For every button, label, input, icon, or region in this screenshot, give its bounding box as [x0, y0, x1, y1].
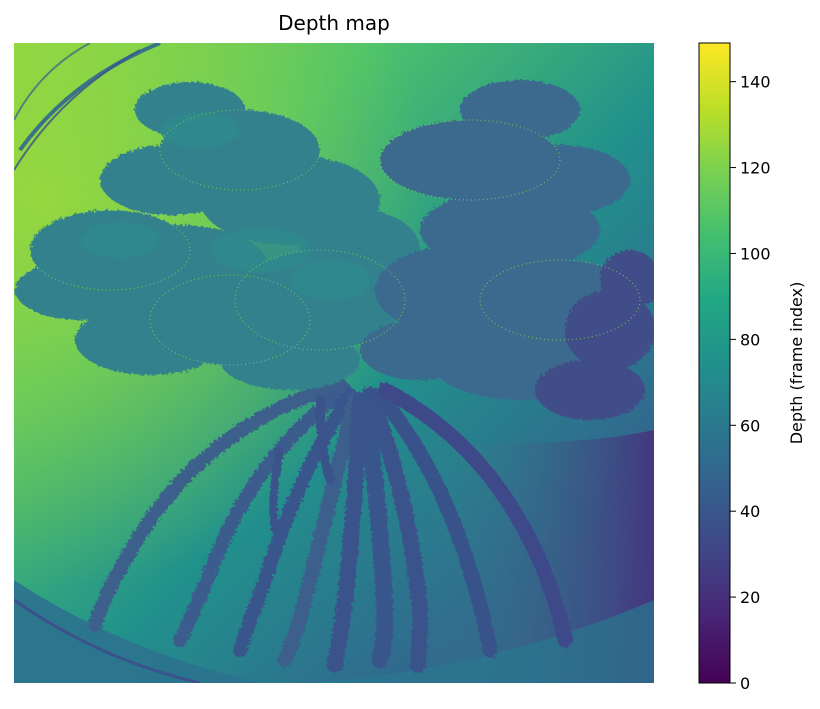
chart-title: Depth map [278, 11, 390, 35]
colorbar-label: Depth (frame index) [787, 282, 806, 445]
colorbar-tick-label: 120 [740, 159, 771, 178]
colorbar-tick-label: 0 [740, 674, 750, 693]
roots [88, 378, 573, 673]
colorbar-gradient [698, 42, 731, 684]
colorbar-tick-label: 80 [740, 330, 760, 349]
colorbar-tick-label: 40 [740, 502, 760, 521]
colorbar-tick-label: 20 [740, 588, 760, 607]
colorbar-ticks: 0 20 40 60 80 100 120 140 [730, 73, 771, 693]
colorbar-tick-label: 60 [740, 416, 760, 435]
canopy [15, 80, 654, 420]
colorbar-tick-label: 140 [740, 73, 771, 92]
colorbar-tick-label: 100 [740, 244, 771, 263]
depth-map-image [14, 43, 654, 683]
colorbar: 0 20 40 60 80 100 120 140 Depth (frame index) [698, 42, 806, 693]
